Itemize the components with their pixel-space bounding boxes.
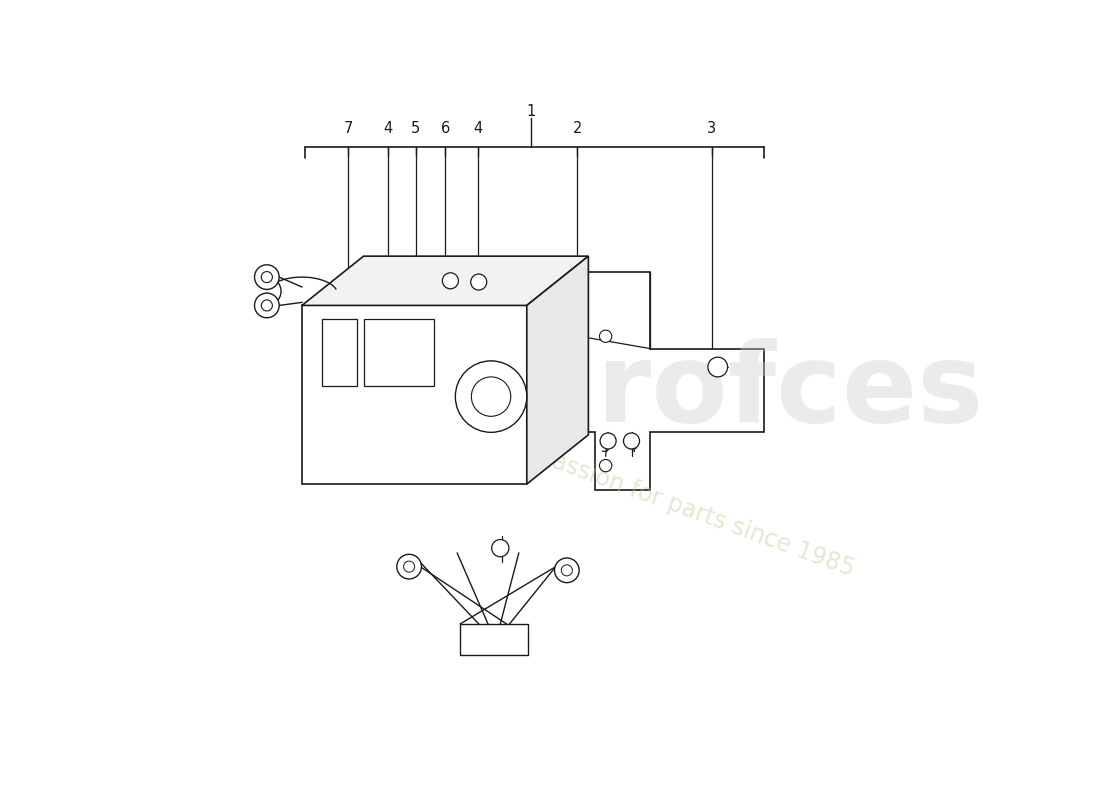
Polygon shape — [363, 319, 434, 386]
Circle shape — [601, 433, 616, 449]
Circle shape — [262, 300, 273, 311]
Circle shape — [254, 265, 279, 290]
Circle shape — [442, 273, 459, 289]
Polygon shape — [322, 319, 358, 386]
Text: 7: 7 — [497, 544, 507, 559]
Text: 4: 4 — [473, 121, 482, 136]
Polygon shape — [301, 256, 588, 306]
Text: 6: 6 — [441, 121, 450, 136]
Polygon shape — [544, 271, 763, 490]
Text: 1: 1 — [527, 104, 536, 119]
Circle shape — [404, 561, 415, 572]
Circle shape — [397, 554, 421, 579]
Polygon shape — [460, 624, 528, 654]
Text: 4: 4 — [627, 439, 636, 454]
Text: 5: 5 — [601, 439, 610, 454]
Polygon shape — [527, 256, 588, 484]
Text: 3: 3 — [707, 121, 716, 136]
Circle shape — [254, 293, 279, 318]
Circle shape — [600, 459, 612, 472]
Circle shape — [492, 539, 509, 557]
Circle shape — [472, 377, 510, 416]
Circle shape — [624, 433, 639, 449]
Circle shape — [554, 558, 580, 582]
Circle shape — [708, 357, 727, 377]
Circle shape — [455, 361, 527, 432]
Circle shape — [600, 330, 612, 342]
Polygon shape — [301, 306, 527, 484]
Text: 5: 5 — [411, 121, 420, 136]
Text: 2: 2 — [573, 121, 582, 136]
Text: 4: 4 — [384, 121, 393, 136]
Text: 7: 7 — [343, 121, 353, 136]
Circle shape — [262, 271, 273, 282]
Text: eurofces: eurofces — [442, 338, 983, 445]
Circle shape — [561, 565, 572, 576]
Circle shape — [471, 274, 486, 290]
Text: a passion for parts since 1985: a passion for parts since 1985 — [514, 436, 858, 581]
